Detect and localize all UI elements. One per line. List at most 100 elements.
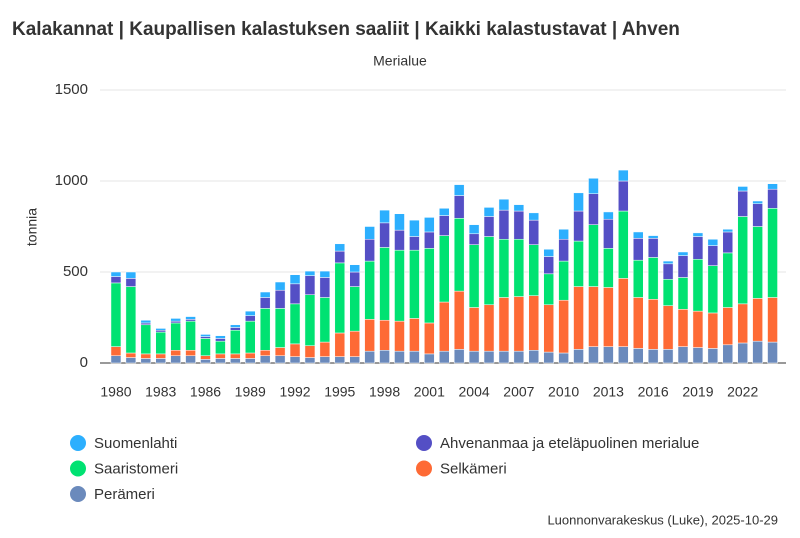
x-tick-label: 1986 <box>190 384 221 400</box>
bar-segment <box>125 357 137 364</box>
bar-segment <box>513 296 525 352</box>
x-tick-label: 2001 <box>414 384 445 400</box>
bar-segment <box>767 188 778 209</box>
chart-title: Kalakannat | Kaupallisen kalastuksen saa… <box>12 19 680 40</box>
bar-segment <box>767 183 778 190</box>
bar-segment <box>319 270 331 278</box>
bar-segment <box>319 297 331 343</box>
bar-segment <box>603 287 614 347</box>
bar-segment <box>453 290 465 350</box>
legend-marker <box>416 435 432 451</box>
bar-segment <box>215 335 226 339</box>
bar-segment <box>737 303 748 344</box>
bar-segment <box>513 204 525 212</box>
bar-segment <box>528 219 540 245</box>
bar-segment <box>230 329 241 355</box>
x-tick-label: 2019 <box>682 384 713 400</box>
bar-segment <box>692 236 704 260</box>
bar-segment <box>289 283 301 305</box>
bar-segment <box>543 256 554 275</box>
bar-segment <box>379 222 390 248</box>
bar-segment <box>707 238 719 246</box>
bar-segment <box>259 355 271 364</box>
bar-segment <box>319 356 331 364</box>
bar-segment <box>528 295 540 351</box>
bar-segment <box>603 218 614 249</box>
bar-segment <box>140 353 152 359</box>
bar-segment <box>722 307 734 346</box>
bar-segment <box>230 358 241 364</box>
bar-segment <box>618 346 629 364</box>
bar-segment <box>513 210 525 240</box>
bar-segment <box>200 338 211 356</box>
legend-label: Saaristomeri <box>94 460 178 477</box>
bar-segment <box>170 318 181 322</box>
x-tick-label: 1998 <box>369 384 400 400</box>
x-tick-label: 1980 <box>100 384 131 400</box>
bar-segment <box>752 200 763 205</box>
bar-segment <box>752 203 763 227</box>
bar-segment <box>409 236 420 251</box>
bar-segment <box>364 226 375 240</box>
bar-segment <box>304 270 316 276</box>
bar-segment <box>319 277 331 298</box>
bar-segment <box>140 319 152 324</box>
bar-segment <box>424 231 435 249</box>
bar-segment <box>439 208 450 216</box>
bar-segment <box>677 251 689 256</box>
bar-segment <box>155 328 166 331</box>
bar-segment <box>185 355 196 364</box>
bar-segment <box>394 350 405 364</box>
bar-segment <box>304 345 316 358</box>
bar-segment <box>692 310 704 348</box>
y-tick-label: 1000 <box>55 172 88 189</box>
bar-segment <box>349 356 360 364</box>
bar-segment <box>319 341 331 357</box>
bar-segment <box>274 308 286 348</box>
x-tick-label: 1983 <box>145 384 176 400</box>
bar-segment <box>185 320 196 351</box>
bar-segment <box>588 178 599 194</box>
bar-segment <box>707 312 719 349</box>
bar-segment <box>439 350 450 364</box>
bar-segment <box>453 195 465 219</box>
bar-segment <box>558 238 569 262</box>
bar-segment <box>677 277 689 310</box>
bar-segment <box>513 238 525 297</box>
bar-segment <box>245 320 256 354</box>
bar-segment <box>394 249 405 322</box>
legend-marker <box>70 486 86 502</box>
bar-segment <box>185 316 196 320</box>
bar-segment <box>200 336 211 339</box>
bar-segment <box>364 319 375 352</box>
bar-segment <box>618 278 629 347</box>
bar-segment <box>259 350 271 356</box>
bar-segment <box>662 279 674 306</box>
bar-segment <box>468 224 480 235</box>
y-tick-label: 1500 <box>55 81 88 98</box>
bar-segment <box>618 210 629 279</box>
bar-segment <box>289 356 301 364</box>
bar-segment <box>379 209 390 224</box>
bar-segment <box>498 198 510 211</box>
bar-segment <box>767 208 778 298</box>
bar-segment <box>632 348 644 364</box>
bar-segment <box>349 286 360 332</box>
x-tick-label: 1992 <box>279 384 310 400</box>
bar-segment <box>453 349 465 364</box>
bar-segment <box>274 347 286 356</box>
legend-label: Ahvenanmaa ja eteläpuolinen merialue <box>440 435 699 452</box>
bar-segment <box>379 350 390 364</box>
bar-segment <box>677 309 689 347</box>
bar-segment <box>334 243 346 252</box>
bar-segment <box>245 358 256 364</box>
bar-segment <box>767 341 778 364</box>
legend-label: Suomenlahti <box>94 435 177 452</box>
bar-segment <box>722 252 734 308</box>
bar-segment <box>304 275 316 296</box>
bar-segment <box>334 332 346 357</box>
chart-subtitle: Merialue <box>373 53 427 69</box>
bar-segment <box>185 350 196 356</box>
bar-segment <box>483 304 495 352</box>
bar-segment <box>439 301 450 352</box>
